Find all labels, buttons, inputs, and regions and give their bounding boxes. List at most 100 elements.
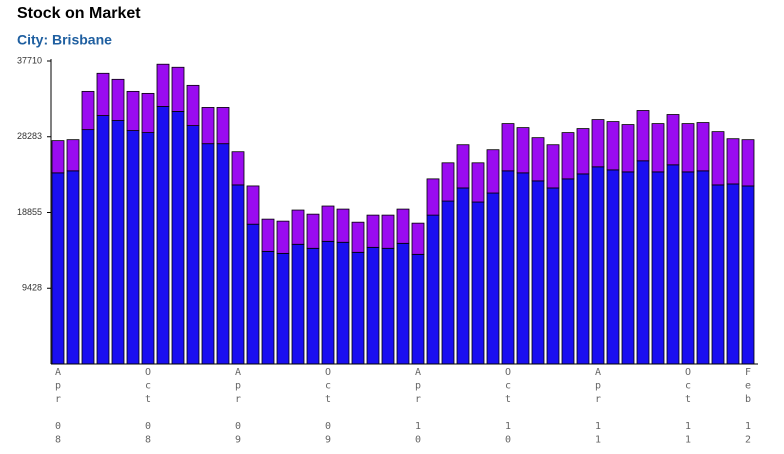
x-tick-label: Apr 10 bbox=[413, 367, 424, 448]
bar-segment bbox=[96, 115, 110, 365]
bar-segment bbox=[441, 200, 455, 365]
bar-segment bbox=[336, 208, 350, 243]
bar-segment bbox=[576, 128, 590, 175]
bar-segment bbox=[171, 66, 185, 112]
bar-segment bbox=[441, 162, 455, 202]
bar-segment bbox=[561, 178, 575, 365]
bar-segment bbox=[216, 107, 230, 145]
bar-segment bbox=[201, 107, 215, 145]
bar-segment bbox=[696, 170, 710, 365]
bar-segment bbox=[66, 170, 80, 365]
bar-segment bbox=[471, 162, 485, 203]
bar-segment bbox=[51, 140, 65, 174]
bar-segment bbox=[111, 120, 125, 365]
bar-segment bbox=[426, 178, 440, 216]
bar-segment bbox=[426, 214, 440, 365]
x-tick-label: Apr 11 bbox=[593, 367, 604, 448]
bar-segment bbox=[531, 180, 545, 365]
bar-segment bbox=[711, 131, 725, 186]
x-tick-label: Feb 12 bbox=[743, 367, 754, 448]
bar-segment bbox=[231, 151, 245, 186]
bar-segment bbox=[96, 72, 110, 116]
bar-segment bbox=[636, 110, 650, 162]
bar-segment bbox=[516, 172, 530, 365]
bar-segment bbox=[321, 240, 335, 365]
bar-segment bbox=[276, 220, 290, 254]
bar-segment bbox=[651, 171, 665, 365]
bar-segment bbox=[321, 205, 335, 242]
bar-segment bbox=[621, 171, 635, 365]
x-tick-label: Oct 11 bbox=[683, 367, 694, 448]
bar-segment bbox=[606, 169, 620, 365]
bar-segment bbox=[486, 192, 500, 365]
bar-segment bbox=[156, 106, 170, 365]
bar-segment bbox=[306, 247, 320, 365]
bar-segment bbox=[306, 213, 320, 249]
bar-segment bbox=[246, 223, 260, 365]
bar-segment bbox=[546, 187, 560, 365]
bar-segment bbox=[486, 149, 500, 194]
bar-segment bbox=[141, 132, 155, 365]
bar-segment bbox=[351, 221, 365, 253]
bar-segment bbox=[81, 129, 95, 365]
bar-segment bbox=[396, 242, 410, 365]
bar-segment bbox=[456, 187, 470, 365]
bar-segment bbox=[156, 63, 170, 107]
bar-segment bbox=[741, 139, 755, 187]
x-tick-label: Apr 09 bbox=[233, 367, 244, 448]
x-tick-label: Oct 09 bbox=[323, 367, 334, 448]
bar-segment bbox=[501, 170, 515, 365]
y-tick-label: 28283 bbox=[17, 131, 42, 141]
bar-segment bbox=[741, 185, 755, 365]
bar-segment bbox=[291, 209, 305, 245]
bar-segment bbox=[126, 130, 140, 365]
bar-segment bbox=[381, 247, 395, 365]
bar-segment bbox=[636, 160, 650, 365]
bar-segment bbox=[366, 246, 380, 365]
x-tick-label: Oct 10 bbox=[503, 367, 514, 448]
bar-segment bbox=[186, 125, 200, 365]
bar-segment bbox=[81, 90, 95, 131]
bar-segment bbox=[696, 122, 710, 172]
bar-segment bbox=[726, 138, 740, 185]
x-tick-label: Oct 08 bbox=[143, 367, 154, 448]
bar-segment bbox=[621, 124, 635, 173]
bar-segment bbox=[666, 164, 680, 365]
bar-segment bbox=[411, 253, 425, 365]
bar-segment bbox=[171, 111, 185, 365]
bar-segment bbox=[591, 166, 605, 365]
bar-segment bbox=[681, 171, 695, 365]
bar-segment bbox=[396, 208, 410, 244]
bar-segment bbox=[726, 183, 740, 365]
x-tick-label: Apr 08 bbox=[53, 367, 64, 448]
bar-segment bbox=[186, 84, 200, 127]
bar-segment bbox=[501, 123, 515, 172]
bar-segment bbox=[126, 90, 140, 131]
bar-segment bbox=[411, 222, 425, 255]
chart-subtitle: City: Brisbane bbox=[17, 32, 112, 48]
bar-segment bbox=[666, 114, 680, 166]
bar-segment bbox=[471, 201, 485, 365]
bar-segment bbox=[561, 132, 575, 180]
chart-title: Stock on Market bbox=[17, 5, 141, 22]
y-tick-label: 18855 bbox=[17, 207, 42, 217]
bar-segment bbox=[246, 185, 260, 225]
bar-segment bbox=[576, 173, 590, 365]
y-tick-label: 37710 bbox=[17, 55, 42, 65]
bar-segment bbox=[66, 139, 80, 172]
bar-segment bbox=[141, 92, 155, 133]
bar-segment bbox=[276, 252, 290, 365]
bar-segment bbox=[351, 251, 365, 365]
bar-segment bbox=[51, 172, 65, 365]
bar-segment bbox=[531, 137, 545, 182]
bar-segment bbox=[456, 144, 470, 189]
bar-segment bbox=[201, 143, 215, 365]
bar-segment bbox=[651, 123, 665, 173]
bar-segment bbox=[546, 144, 560, 189]
bar-segment bbox=[291, 243, 305, 365]
bar-segment bbox=[711, 184, 725, 365]
bar-segment bbox=[261, 218, 275, 252]
bar-segment bbox=[591, 119, 605, 168]
bar-segment bbox=[336, 241, 350, 365]
